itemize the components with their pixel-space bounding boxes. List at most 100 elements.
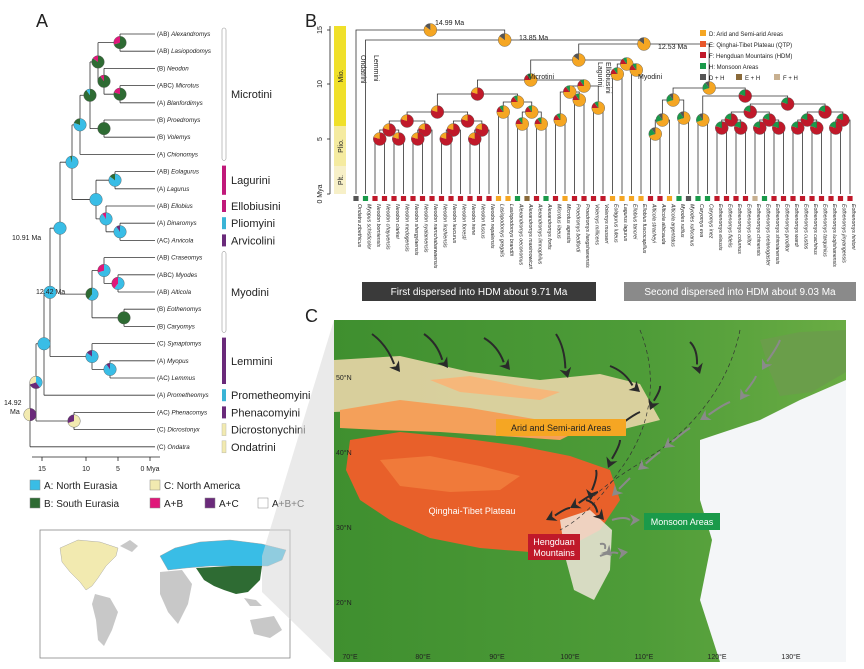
lon-label: 120°E xyxy=(707,653,726,661)
axis-tick-label: 5 xyxy=(116,466,120,473)
species-label: Volemys musseri xyxy=(603,204,609,244)
legend-b-swatch xyxy=(700,30,706,36)
node-pie-b xyxy=(510,95,525,109)
lat-label: 40°N xyxy=(336,449,352,457)
dispersal-arrow-shaft xyxy=(554,507,571,517)
species-swatch xyxy=(400,196,407,201)
species-label: Microtus ilaeus xyxy=(555,204,561,239)
species-swatch xyxy=(590,196,597,201)
boundary-dashed xyxy=(559,329,651,531)
species-label: Neodon medogensis xyxy=(403,204,409,252)
node-pie-b xyxy=(648,127,662,141)
species-label: Neodon clarkei xyxy=(394,204,400,239)
species-swatch xyxy=(448,196,454,201)
taxon-label: (ABC) Microtus xyxy=(157,83,199,90)
species-swatch xyxy=(429,196,435,201)
dispersal-arrow-shaft xyxy=(707,401,731,416)
tribe-bracket xyxy=(221,251,227,333)
lon-label: 90°E xyxy=(489,653,505,661)
taxon-label: (AC) Arvicola xyxy=(157,237,194,244)
branch xyxy=(71,162,96,200)
branch xyxy=(73,421,155,430)
node-pie-b xyxy=(810,121,824,135)
species-label: Neodon nyalamensis xyxy=(422,204,428,253)
age-12-53: 12.53 Ma xyxy=(658,44,687,51)
node-pie-b xyxy=(677,111,691,125)
node-pie xyxy=(29,375,43,389)
node-pie-b xyxy=(818,105,832,119)
epoch-label: Mio. xyxy=(338,69,345,82)
tribe-label: Ellobiusini xyxy=(231,201,281,213)
legend-b-label: D + H xyxy=(709,76,725,82)
legend-b-label: D: Arid and Semi-arid Areas xyxy=(709,32,783,38)
dispersal-arrow-head xyxy=(389,360,400,372)
branch-b xyxy=(374,138,385,194)
legend-b-swatch xyxy=(700,74,706,80)
branch-b xyxy=(735,127,746,194)
legend-swatch xyxy=(149,479,161,491)
legend-b-swatch xyxy=(774,74,780,80)
clade-myodini: Myodini xyxy=(638,74,663,81)
branch xyxy=(105,205,155,219)
species-label: Neodon fuscus xyxy=(479,204,485,239)
panel-a-axis-ticks: 15 10 5 0 Mya xyxy=(38,457,160,473)
species-swatch xyxy=(771,196,777,201)
node-pie-b xyxy=(475,123,489,137)
branch xyxy=(49,227,60,293)
tribe-label: Dicrostonychini xyxy=(231,425,306,437)
node-pie-b xyxy=(498,33,512,47)
taxon-label: (AB) Eolagurus xyxy=(157,169,199,176)
species-swatch xyxy=(676,196,682,201)
panel-b-epoch-bar: Mio. Plio. Plt. 15 10 5 0 Mya xyxy=(317,26,346,204)
node-pie xyxy=(23,408,37,422)
species-swatch xyxy=(818,196,825,201)
species-swatch xyxy=(362,196,369,201)
taxon-label: (A) Chionomys xyxy=(157,151,198,158)
clade-lagurini: Lagurini xyxy=(596,62,603,87)
node-pie xyxy=(97,74,111,88)
epoch-pleistocene xyxy=(334,166,346,194)
axis-tick-label: 15 xyxy=(38,466,46,473)
branch-b xyxy=(517,123,528,194)
lon-label: 100°E xyxy=(560,653,579,661)
species-label: Eothenomys fidelis xyxy=(726,204,732,248)
lon-label: 80°E xyxy=(415,653,431,661)
species-label: Alexandromys oeconomus xyxy=(517,203,523,266)
dispersal-arrow-shaft xyxy=(611,439,621,460)
species-label: Myopus schisticolor xyxy=(365,204,371,250)
node-pie-b xyxy=(524,73,538,87)
species-label: Neodon irene xyxy=(470,204,476,235)
species-label: Eothenomys eleusis xyxy=(717,204,723,251)
dispersal-arrow-head xyxy=(612,484,624,496)
species-label: Proedromys bedfordi xyxy=(574,204,580,253)
node-pie-b xyxy=(423,23,438,37)
species-swatch xyxy=(391,196,397,201)
species-swatch xyxy=(780,196,787,201)
tribe-label: Myodini xyxy=(231,287,269,299)
taxon-label: (B) Neodon xyxy=(157,65,189,72)
node-pie-b xyxy=(515,117,529,131)
legend-swatch xyxy=(29,497,41,509)
node-pie-b xyxy=(470,87,485,101)
node-pie-b xyxy=(829,121,843,135)
lat-label: 50°N xyxy=(336,374,352,382)
species-swatch xyxy=(353,196,359,201)
species-label: Eothenomys chinensis xyxy=(755,204,761,256)
dispersal-arrow-head xyxy=(437,356,448,368)
taxon-label: (B) Caryomys xyxy=(157,323,195,330)
clade-microtini: Microtini xyxy=(528,74,555,81)
species-label: Eothenomys custos xyxy=(802,204,808,250)
species-label: Eothenomys shimianensis xyxy=(774,204,780,265)
species-label: Myodes rutilus xyxy=(679,204,685,238)
node-pie xyxy=(89,193,103,207)
species-label: Eothenomys melanogaster xyxy=(764,204,770,266)
species-label: Eothenomys proditor xyxy=(783,204,789,252)
branch xyxy=(79,124,155,155)
species-swatch xyxy=(543,196,549,201)
node-pie-b xyxy=(696,113,710,127)
branch-b xyxy=(574,99,585,194)
branch-b xyxy=(754,127,765,194)
species-label: Alexandromys fortis xyxy=(546,203,552,250)
species-label: Caryomys eva xyxy=(698,204,704,237)
species-swatch xyxy=(647,196,654,201)
